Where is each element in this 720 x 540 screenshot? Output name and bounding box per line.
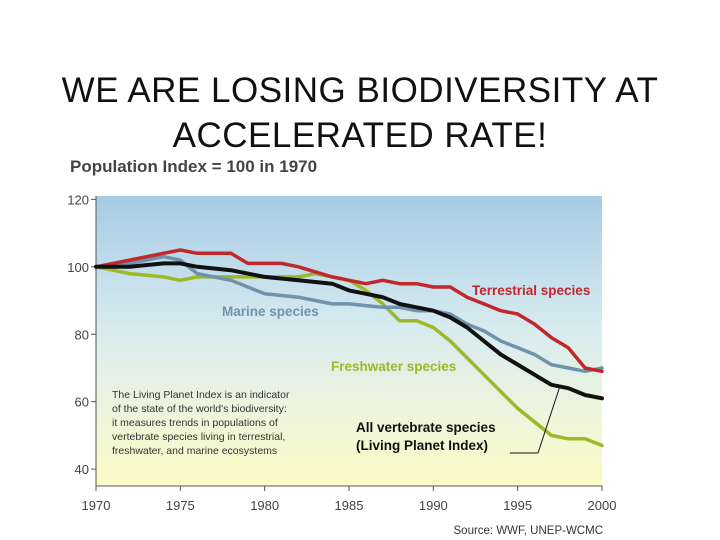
y-tick-label: 100 [67, 260, 89, 275]
chart-title: Population Index = 100 in 1970 [70, 157, 317, 176]
series-line-1 [94, 254, 604, 374]
plot-background [96, 196, 602, 486]
lpi-leader-d [537, 386, 561, 454]
x-tick-label: 1985 [335, 498, 364, 513]
x-tick-label: 1980 [250, 498, 279, 513]
axes: 40 60 80 100 120 1970 1975 1980 1985 1990 1995 2000 [67, 192, 616, 513]
series-labels: Terrestrial species Marine species Freshwa… [222, 283, 590, 454]
x-tick-label: 1975 [166, 498, 195, 513]
slide-title-line-1: WE ARE LOSING BIODIVERSITY AT [61, 71, 659, 110]
y-tick-label: 60 [75, 395, 89, 410]
y-tick-label: 80 [75, 327, 89, 342]
y-tick-label: 40 [75, 462, 89, 477]
x-tick-label: 2000 [588, 498, 617, 513]
series-label-2: Freshwater species [331, 359, 456, 374]
x-tick-label: 1995 [503, 498, 532, 513]
slide-title: WE ARE LOSING BIODIVERSITY AT ACCELERATE… [0, 68, 720, 158]
source-note: Source: WWF, UNEP-WCMC [454, 525, 604, 537]
lpi-note: The Living Planet Index is an indicator o… [112, 389, 290, 457]
series-label-0: Terrestrial species [472, 283, 590, 298]
series-line-2 [94, 265, 604, 448]
lpi-note-text: The Living Planet Index is an indicator o… [112, 389, 290, 457]
x-tick-label: 1990 [419, 498, 448, 513]
series-line-0 [94, 248, 604, 374]
series-lines [94, 248, 604, 448]
series-label-1: Marine species [222, 304, 319, 319]
y-tick-label: 120 [67, 192, 89, 207]
slide-title-line-2: ACCELERATED RATE! [172, 116, 548, 155]
x-tick-label: 1970 [82, 498, 111, 513]
series-label-3: All vertebrate species (Living Planet Ind… [356, 420, 496, 453]
series-line-3 [94, 261, 604, 401]
